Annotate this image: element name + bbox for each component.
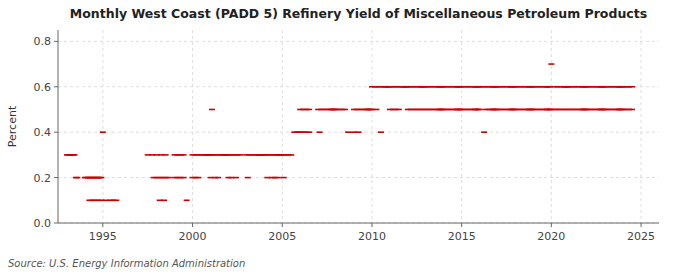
point bbox=[72, 154, 78, 156]
x-tick bbox=[641, 223, 642, 227]
point bbox=[317, 131, 323, 133]
y-tick-label: 0.6 bbox=[34, 81, 52, 94]
x-grid-line bbox=[102, 30, 103, 223]
y-grid-line bbox=[58, 223, 659, 224]
point bbox=[98, 177, 104, 179]
x-tick bbox=[461, 223, 462, 227]
point bbox=[233, 177, 239, 179]
point bbox=[378, 131, 384, 133]
x-tick bbox=[192, 223, 193, 227]
y-axis-label: Percent bbox=[6, 105, 19, 147]
y-tick-label: 0.0 bbox=[34, 217, 52, 230]
y-tick bbox=[54, 223, 58, 224]
x-grid-line bbox=[282, 30, 283, 223]
point bbox=[373, 109, 379, 111]
point bbox=[306, 109, 312, 111]
x-tick bbox=[551, 223, 552, 227]
point bbox=[163, 154, 169, 156]
point bbox=[356, 131, 362, 133]
x-tick bbox=[282, 223, 283, 227]
point bbox=[629, 86, 635, 88]
y-tick bbox=[54, 177, 58, 178]
point bbox=[288, 154, 294, 156]
x-grid-line bbox=[461, 30, 462, 223]
y-tick bbox=[54, 41, 58, 42]
y-axis-line bbox=[58, 30, 59, 223]
point bbox=[113, 199, 119, 201]
x-tick-label: 2005 bbox=[268, 230, 296, 243]
y-grid-line bbox=[58, 132, 659, 133]
point bbox=[181, 154, 187, 156]
x-tick-label: 2010 bbox=[358, 230, 386, 243]
point bbox=[477, 109, 483, 111]
point bbox=[281, 177, 287, 179]
point bbox=[396, 109, 402, 111]
chart: 0.0 0.2 0.4 0.6 0.8 1995 2000 2005 2010 2015 2020 2… bbox=[0, 0, 675, 275]
point bbox=[548, 63, 554, 65]
point bbox=[306, 131, 312, 133]
x-tick-label: 2000 bbox=[179, 230, 207, 243]
y-grid-line bbox=[58, 86, 659, 87]
point bbox=[195, 177, 201, 179]
x-tick-label: 2015 bbox=[448, 230, 476, 243]
point bbox=[275, 177, 281, 179]
y-tick-label: 0.4 bbox=[34, 126, 52, 139]
point bbox=[184, 199, 190, 201]
x-tick bbox=[102, 223, 103, 227]
point bbox=[481, 131, 487, 133]
grid bbox=[58, 30, 659, 223]
point bbox=[345, 131, 351, 133]
y-tick bbox=[54, 86, 58, 87]
point bbox=[342, 109, 348, 111]
y-grid-line bbox=[58, 41, 659, 42]
y-tick bbox=[54, 132, 58, 133]
point bbox=[100, 131, 106, 133]
x-grid-line bbox=[192, 30, 193, 223]
point bbox=[74, 177, 80, 179]
x-tick-label: 2025 bbox=[627, 230, 655, 243]
point bbox=[215, 177, 221, 179]
x-grid-line bbox=[371, 30, 372, 223]
y-tick-label: 0.8 bbox=[34, 35, 52, 48]
source-note: Source: U.S. Energy Information Administ… bbox=[8, 258, 245, 269]
x-grid-line bbox=[641, 30, 642, 223]
x-axis-line bbox=[58, 223, 659, 224]
point bbox=[181, 177, 187, 179]
point bbox=[629, 109, 635, 111]
point bbox=[237, 154, 243, 156]
points bbox=[64, 64, 635, 200]
x-grid-line bbox=[551, 30, 552, 223]
point bbox=[209, 109, 215, 111]
y-tick-label: 0.2 bbox=[34, 172, 52, 185]
point bbox=[166, 177, 172, 179]
point bbox=[161, 199, 167, 201]
y-grid-line bbox=[58, 177, 659, 178]
x-tick-label: 1995 bbox=[89, 230, 117, 243]
point bbox=[245, 177, 251, 179]
x-tick bbox=[371, 223, 372, 227]
title: Monthly West Coast (PADD 5) Refinery Yie… bbox=[70, 6, 647, 21]
x-tick-label: 2020 bbox=[537, 230, 565, 243]
